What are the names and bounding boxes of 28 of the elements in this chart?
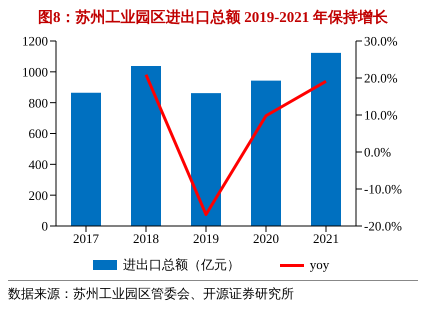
y-tick-label: 1200 [22, 34, 48, 49]
bar [251, 80, 281, 226]
y2-tick-label: -20.0% [364, 218, 402, 234]
bar [311, 52, 341, 226]
bar [131, 66, 161, 226]
legend-label: 进出口总额（亿元） [122, 256, 240, 274]
y2-tick-label: 30.0% [364, 34, 398, 49]
bar [191, 93, 221, 226]
bar [71, 92, 101, 226]
source-note: 数据来源：苏州工业园区管委会、开源证券研究所 [8, 280, 418, 303]
y2-tick-label: 10.0% [364, 108, 398, 123]
y-tick-label: 400 [28, 156, 48, 172]
y2-tick-label: -10.0% [364, 182, 402, 197]
x-tick-label: 2017 [73, 231, 100, 246]
y-tick-label: 200 [28, 188, 48, 203]
y-tick-label: 600 [28, 126, 48, 142]
x-tick-label: 2021 [313, 231, 339, 246]
legend-label: yoy [310, 257, 330, 273]
y-tick-label: 0 [42, 218, 48, 234]
y2-tick-label: 0.0% [364, 144, 392, 160]
y-tick-label: 800 [28, 95, 48, 110]
chart-title: 图8：苏州工业园区进出口总额 2019-2021 年保持增长 [37, 8, 389, 27]
y2-tick-label: 20.0% [364, 70, 398, 86]
x-tick-label: 2018 [133, 231, 159, 246]
line-series [144, 73, 328, 216]
y-tick-label: 1000 [22, 64, 48, 80]
x-tick-label: 2020 [253, 231, 279, 246]
x-tick-label: 2019 [193, 231, 219, 246]
